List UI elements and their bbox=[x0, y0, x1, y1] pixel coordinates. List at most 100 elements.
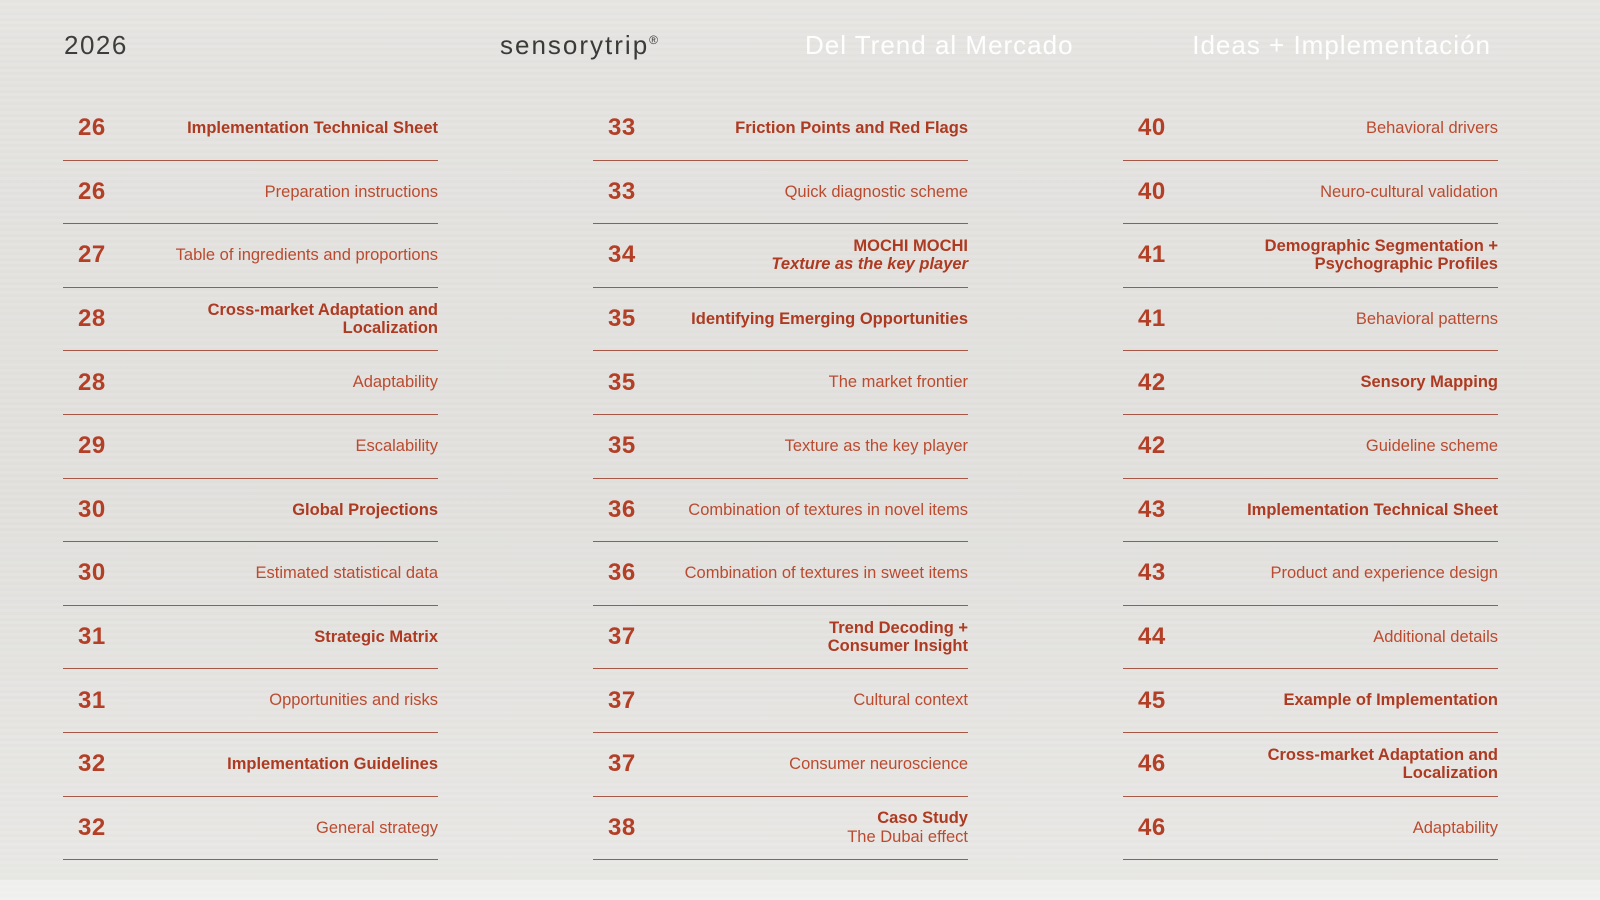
entry-title: Example of Implementation bbox=[1263, 691, 1498, 709]
entry-title-line: Implementation Technical Sheet bbox=[187, 119, 438, 138]
page-number: 35 bbox=[608, 368, 636, 396]
entry-title-line: Combination of textures in novel items bbox=[688, 500, 968, 519]
toc-entry: 33 Quick diagnostic scheme bbox=[593, 161, 968, 225]
brand-logo: sensorytrip® bbox=[500, 30, 658, 61]
entry-title-line: Opportunities and risks bbox=[269, 691, 438, 710]
page-number: 37 bbox=[608, 750, 636, 778]
page-number: 30 bbox=[78, 559, 106, 587]
toc-entry: 40 Neuro-cultural validation bbox=[1123, 161, 1498, 225]
entry-title-line: Adaptability bbox=[1412, 818, 1498, 837]
toc-entry: 28 Cross-market Adaptation and Localizati… bbox=[63, 288, 438, 352]
entry-title-line: Texture as the key player bbox=[784, 437, 968, 456]
page-number: 41 bbox=[1138, 305, 1166, 333]
entry-title: Preparation instructions bbox=[245, 183, 438, 201]
entry-title-line: Consumer Insight bbox=[827, 637, 968, 656]
page-number: 41 bbox=[1138, 241, 1166, 269]
toc-entry: 40 Behavioral drivers bbox=[1123, 97, 1498, 161]
toc-entry: 26 Implementation Technical Sheet bbox=[63, 97, 438, 161]
toc-entry: 41 Behavioral patterns bbox=[1123, 288, 1498, 352]
page-number: 32 bbox=[78, 750, 106, 778]
entry-title-line: Product and experience design bbox=[1270, 564, 1499, 583]
entry-title-line: Cross-market Adaptation and Localization bbox=[207, 300, 438, 338]
page-number: 44 bbox=[1138, 623, 1166, 651]
brand-name: sensorytrip bbox=[500, 30, 650, 60]
entry-title-line: Consumer neuroscience bbox=[789, 755, 968, 773]
page-number: 29 bbox=[78, 432, 106, 460]
toc-entry: 26 Preparation instructions bbox=[63, 161, 438, 225]
page-number: 35 bbox=[608, 432, 636, 460]
entry-title-line: Neuro-cultural validation bbox=[1320, 182, 1498, 201]
entry-title: Sensory Mapping bbox=[1340, 373, 1498, 391]
entry-title: Implementation Technical Sheet bbox=[167, 119, 438, 137]
entry-title-line: MOCHI MOCHI bbox=[853, 237, 968, 256]
entry-title-line: Behavioral drivers bbox=[1365, 119, 1498, 138]
toc-entry: 46 Cross-market Adaptation and Localizati… bbox=[1123, 733, 1498, 797]
entry-title-line: Estimated statistical data bbox=[255, 564, 439, 583]
entry-title-line: Implementation Technical Sheet bbox=[1247, 500, 1498, 519]
entry-title: The market frontier bbox=[809, 373, 968, 391]
entry-title-line: Caso Study bbox=[877, 809, 968, 828]
toc-entry: 36 Combination of textures in novel items bbox=[593, 479, 968, 543]
entry-title-line: Adaptability bbox=[352, 373, 438, 392]
toc-column-2: 33 Friction Points and Red Flags 33 Quick d… bbox=[593, 97, 968, 861]
entry-title: Quick diagnostic scheme bbox=[765, 183, 968, 201]
page-number: 37 bbox=[608, 686, 636, 714]
page-number: 46 bbox=[1138, 750, 1166, 778]
toc-entry: 30 Estimated statistical data bbox=[63, 542, 438, 606]
page-number: 31 bbox=[78, 686, 106, 714]
toc-entry: 34 MOCHI MOCHI Texture as the key player bbox=[593, 224, 968, 288]
toc-entry: 42 Guideline scheme bbox=[1123, 415, 1498, 479]
toc-entry: 43 Product and experience design bbox=[1123, 542, 1498, 606]
entry-title: Caso Study The Dubai effect bbox=[827, 809, 968, 846]
page-number: 36 bbox=[608, 495, 636, 523]
entry-title: Estimated statistical data bbox=[236, 564, 439, 582]
entry-title: Implementation Guidelines bbox=[207, 755, 438, 773]
page-number: 36 bbox=[608, 559, 636, 587]
page-number: 26 bbox=[78, 114, 106, 142]
entry-title: MOCHI MOCHI Texture as the key player bbox=[751, 237, 968, 274]
entry-title: Identifying Emerging Opportunities bbox=[671, 310, 968, 328]
page-number: 40 bbox=[1138, 177, 1166, 205]
entry-title: General strategy bbox=[296, 819, 438, 837]
entry-title-line: Combination of textures in sweet items bbox=[684, 564, 968, 583]
entry-title-line: Strategic Matrix bbox=[314, 627, 438, 646]
entry-title-line: Additional details bbox=[1373, 627, 1498, 646]
page-number: 45 bbox=[1138, 686, 1166, 714]
toc-entry: 27 Table of ingredients and proportions bbox=[63, 224, 438, 288]
toc-entry: 43 Implementation Technical Sheet bbox=[1123, 479, 1498, 543]
toc-entry: 35 The market frontier bbox=[593, 351, 968, 415]
entry-title-line: Implementation Guidelines bbox=[227, 755, 438, 773]
toc-entry: 31 Strategic Matrix bbox=[63, 606, 438, 670]
page-number: 38 bbox=[608, 813, 636, 841]
page-number: 34 bbox=[608, 241, 636, 269]
toc-entry: 28 Adaptability bbox=[63, 351, 438, 415]
entry-title: Table of ingredients and proportions bbox=[156, 246, 438, 264]
entry-title-line: Cross-market Adaptation and Localization bbox=[1267, 745, 1498, 783]
entry-title: Opportunities and risks bbox=[249, 691, 438, 709]
entry-title-line: Guideline scheme bbox=[1365, 437, 1498, 456]
page-number: 42 bbox=[1138, 432, 1166, 460]
page-number: 40 bbox=[1138, 114, 1166, 142]
entry-title-line: Cultural context bbox=[853, 691, 968, 710]
entry-title: Adaptability bbox=[1393, 819, 1498, 837]
entry-title-line: Preparation instructions bbox=[264, 182, 438, 201]
entry-title: Combination of textures in sweet items bbox=[665, 564, 968, 582]
entry-title: Guideline scheme bbox=[1346, 437, 1498, 455]
page-number: 27 bbox=[78, 241, 106, 269]
year-label: 2026 bbox=[64, 30, 128, 60]
page-number: 28 bbox=[78, 368, 106, 396]
toc-entry: 30 Global Projections bbox=[63, 479, 438, 543]
toc-entry: 42 Sensory Mapping bbox=[1123, 351, 1498, 415]
bottom-paper-edge bbox=[0, 880, 1600, 900]
entry-title: Behavioral patterns bbox=[1336, 310, 1498, 328]
entry-title-line: Behavioral patterns bbox=[1355, 309, 1498, 328]
section-title-ideas-implementation: Ideas + Implementación bbox=[1192, 30, 1491, 60]
entry-title: Implementation Technical Sheet bbox=[1227, 501, 1498, 519]
entry-title-line: Quick diagnostic scheme bbox=[784, 182, 968, 201]
entry-title: Escalability bbox=[335, 437, 438, 455]
page-number: 43 bbox=[1138, 495, 1166, 523]
entry-title: Strategic Matrix bbox=[294, 628, 438, 646]
entry-title: Texture as the key player bbox=[765, 437, 968, 455]
entry-title-line: Identifying Emerging Opportunities bbox=[691, 309, 968, 328]
page-number: 35 bbox=[608, 305, 636, 333]
